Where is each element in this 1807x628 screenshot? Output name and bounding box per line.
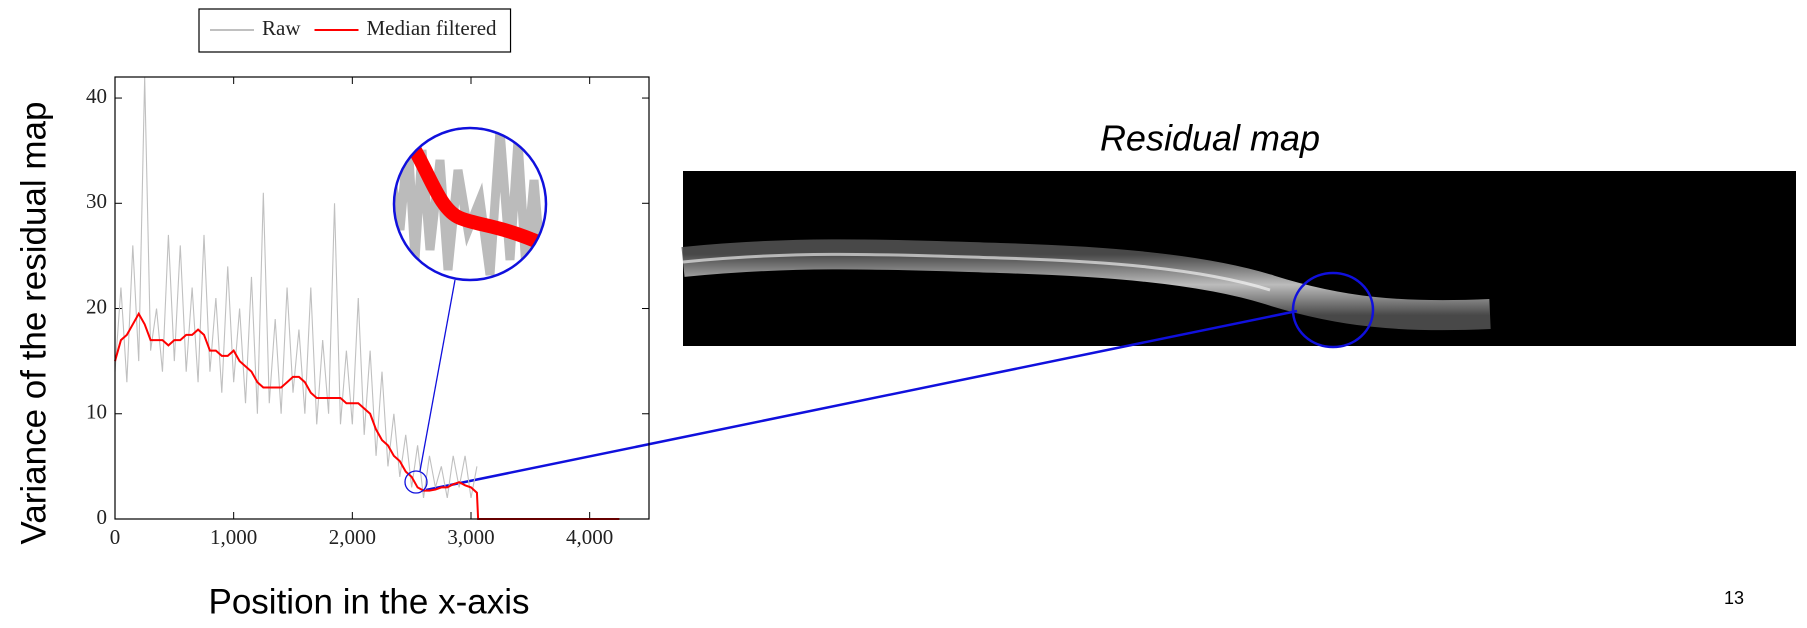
image-zoom-circle [1291,271,1375,349]
y-tick-label: 30 [86,189,107,213]
x-tick-label: 0 [110,525,121,549]
legend-label: Median filtered [367,16,498,40]
zoom-content [394,129,546,276]
x-axis-label: Position in the x-axis [209,582,530,621]
fiber-core [682,252,1271,292]
legend-label: Raw [262,16,301,40]
y-axis-label: Variance of the residual map [14,102,53,545]
x-tick-label: 1,000 [210,525,257,549]
small-zoom-circle [404,470,428,494]
legend: Raw Median filtered [198,8,512,53]
x-tick-label: 2,000 [329,525,376,549]
plot-frame [114,76,650,520]
y-tick-label: 20 [86,294,107,318]
y-tick-label: 40 [86,84,107,108]
page-number: 13 [1724,588,1744,608]
plot: 0 1,000 2,000 3,000 4,000 0 10 20 30 40 [86,76,649,549]
zoom-circle [392,126,548,282]
connector [425,309,1298,492]
y-tick-label: 0 [97,505,108,529]
x-tick-label: 4,000 [566,525,613,549]
x-tick-label: 3,000 [447,525,494,549]
y-tick-label: 10 [86,400,107,424]
series-line [114,311,620,520]
image-title: Residual map [1100,118,1320,159]
series-line [114,76,478,499]
zoom-connector [419,279,456,472]
